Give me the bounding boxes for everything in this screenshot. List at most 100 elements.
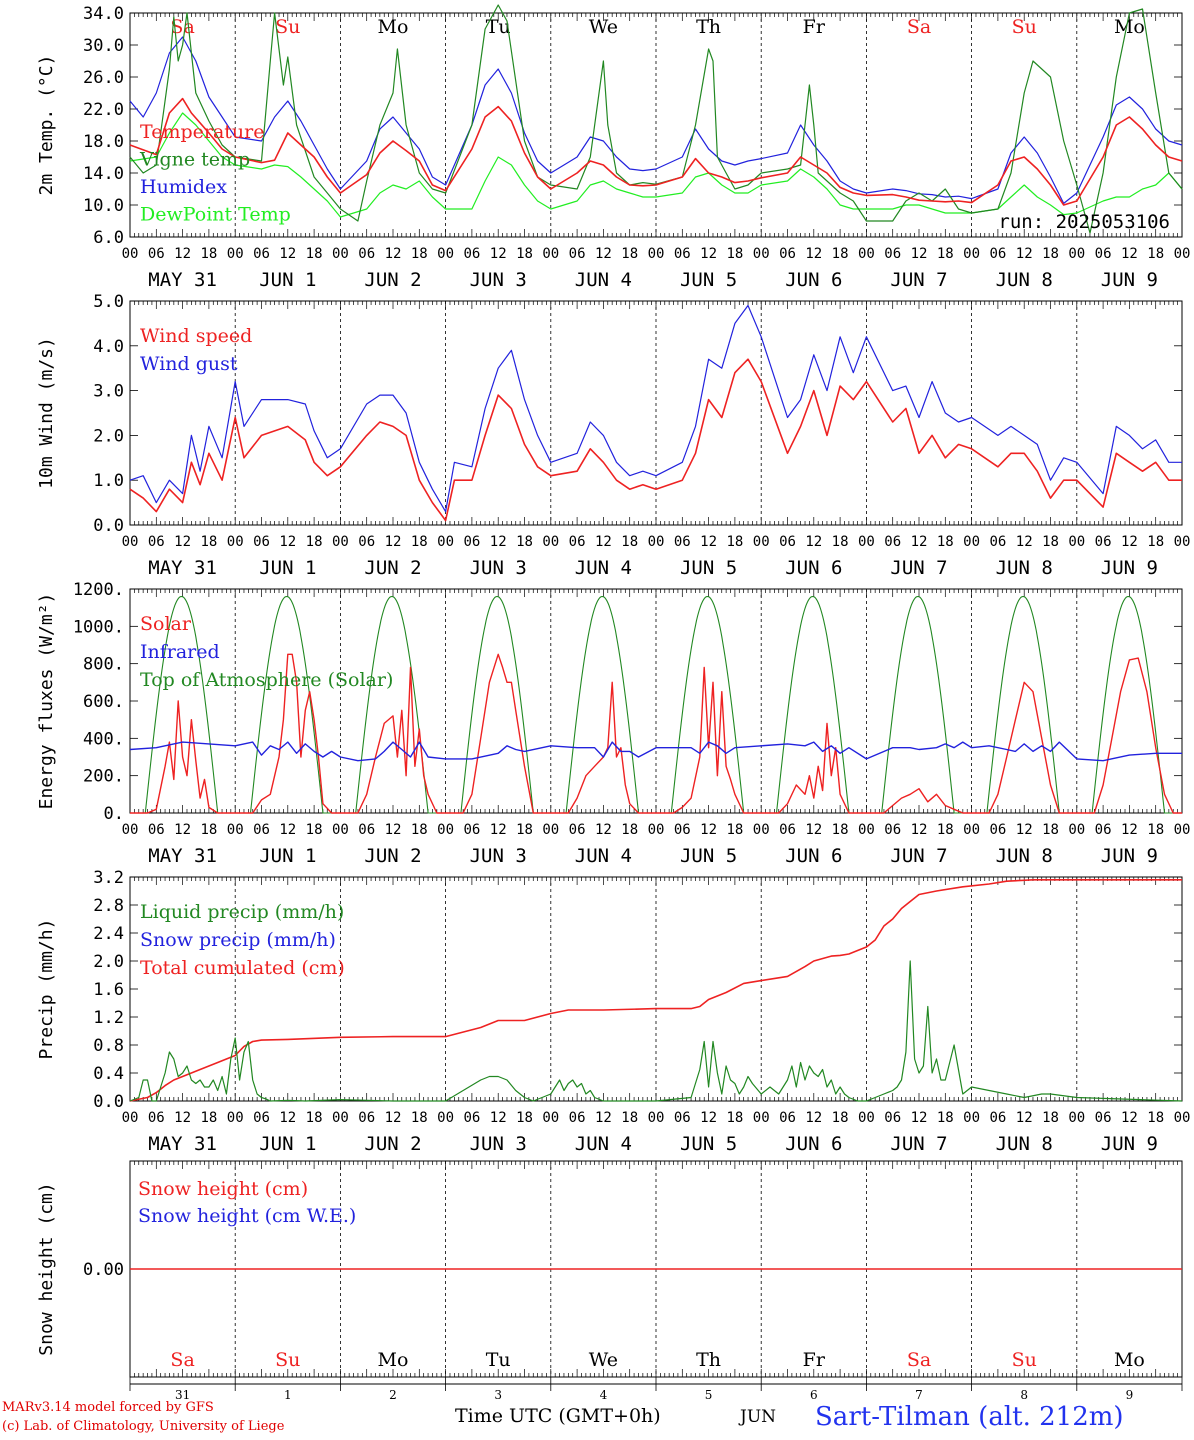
y-tick-label: 0. [104, 804, 124, 824]
day-label: JUN 2 [364, 557, 421, 579]
hour-tick-label: 06 [779, 534, 796, 550]
hour-tick-label: 12 [595, 534, 612, 550]
solar-line [971, 681, 1077, 814]
hour-tick-label: 00 [542, 246, 559, 262]
hour-tick-label: 00 [1174, 822, 1191, 838]
hour-tick-label: 00 [227, 822, 244, 838]
weekday-label: Tu [486, 1349, 511, 1371]
hour-tick-label: 06 [1095, 1110, 1112, 1126]
weekday-label: Sa [907, 16, 931, 38]
legend-item: Wind gust [140, 353, 238, 375]
hour-tick-label: 06 [779, 1110, 796, 1126]
hour-tick-label: 18 [1042, 1110, 1059, 1126]
hour-tick-label: 12 [279, 246, 296, 262]
series-line-wind-gust [129, 304, 1182, 513]
hour-tick-label: 18 [621, 246, 638, 262]
hour-tick-label: 06 [463, 1110, 480, 1126]
hour-tick-label: 00 [122, 822, 139, 838]
y-tick-label: 22.0 [83, 100, 124, 120]
weekday-label: We [589, 1349, 618, 1371]
hour-tick-label: 12 [595, 1110, 612, 1126]
toa-solar-line [550, 595, 656, 814]
weekday-label: Mo [1114, 16, 1145, 38]
day-label: JUN 6 [785, 269, 842, 291]
legend-item: Snow height (cm) [138, 1178, 308, 1200]
day-label: JUN 1 [259, 269, 316, 291]
hour-tick-label: 12 [595, 246, 612, 262]
hour-tick-label: 12 [490, 534, 507, 550]
weekday-label: We [589, 16, 618, 38]
day-label: JUN 1 [259, 1133, 316, 1155]
hour-tick-label: 06 [884, 246, 901, 262]
bottom-date-label: 4 [600, 1388, 608, 1402]
hour-tick-label: 18 [832, 822, 849, 838]
panel-frame-3 [129, 588, 1183, 814]
y-tick-label: 2.8 [93, 896, 124, 916]
hour-tick-label: 00 [648, 822, 665, 838]
legend-item: Solar [140, 613, 192, 635]
hour-tick-label: 12 [911, 534, 928, 550]
y-tick-label: 3.0 [93, 382, 124, 402]
hour-tick-label: 00 [963, 822, 980, 838]
hour-tick-label: 18 [621, 1110, 638, 1126]
hour-tick-label: 12 [1016, 246, 1033, 262]
hour-tick-label: 18 [306, 534, 323, 550]
bottom-date-label: 31 [175, 1388, 190, 1402]
day-label: JUN 5 [680, 557, 737, 579]
legend-item: Total cumulated (cm) [140, 957, 345, 979]
day-label: JUN 2 [364, 1133, 421, 1155]
hour-tick-label: 18 [726, 822, 743, 838]
hour-tick-label: 00 [227, 1110, 244, 1126]
hour-tick-label: 18 [832, 534, 849, 550]
hour-tick-label: 12 [385, 534, 402, 550]
bottom-date-label: 3 [494, 1388, 502, 1402]
y-tick-label: 26.0 [83, 68, 124, 88]
day-label: JUN 8 [996, 1133, 1053, 1155]
day-label: MAY 31 [148, 269, 217, 291]
hour-tick-label: 00 [1068, 822, 1085, 838]
hour-tick-label: 12 [911, 822, 928, 838]
hour-tick-label: 00 [1068, 1110, 1085, 1126]
hour-tick-label: 00 [753, 534, 770, 550]
y-tick-label: 18.0 [83, 132, 124, 152]
solar-line [1076, 657, 1182, 814]
y-tick-label: 2.4 [93, 924, 124, 944]
y-tick-label: 10.0 [83, 196, 124, 216]
weekday-label: Su [1012, 16, 1037, 38]
hour-tick-label: 18 [516, 534, 533, 550]
day-label: JUN 7 [890, 845, 947, 867]
legend-item: Snow height (cm W.E.) [138, 1205, 356, 1227]
solar-line [866, 788, 972, 814]
day-label: JUN 6 [785, 557, 842, 579]
hour-tick-label: 06 [358, 246, 375, 262]
legend-item: Infrared [140, 641, 220, 663]
hour-tick-label: 06 [674, 1110, 691, 1126]
hour-tick-label: 06 [253, 534, 270, 550]
hour-tick-label: 12 [279, 822, 296, 838]
hour-tick-label: 18 [306, 246, 323, 262]
series-line-total-cumulated-cm- [129, 879, 1182, 1102]
y-tick-label: 200. [83, 767, 124, 787]
hour-tick-label: 18 [621, 534, 638, 550]
hour-tick-label: 12 [1121, 534, 1138, 550]
hour-tick-label: 00 [542, 534, 559, 550]
day-label: JUN 3 [470, 845, 527, 867]
day-label: JUN 7 [890, 557, 947, 579]
hour-tick-label: 06 [253, 246, 270, 262]
y-tick-label: 1.2 [93, 1008, 124, 1028]
y-tick-label: 1200. [73, 580, 124, 600]
day-label: JUN 4 [575, 557, 632, 579]
hour-tick-label: 06 [884, 534, 901, 550]
day-label: JUN 8 [996, 557, 1053, 579]
hour-tick-label: 18 [200, 534, 217, 550]
solar-line [340, 666, 446, 814]
hour-tick-label: 18 [726, 246, 743, 262]
hour-tick-label: 12 [1016, 822, 1033, 838]
hour-tick-label: 00 [1174, 534, 1191, 550]
day-label: JUN 3 [470, 1133, 527, 1155]
solar-line [445, 653, 551, 814]
hour-tick-label: 06 [569, 534, 586, 550]
hour-tick-label: 12 [490, 1110, 507, 1126]
toa-solar-line [340, 595, 446, 814]
